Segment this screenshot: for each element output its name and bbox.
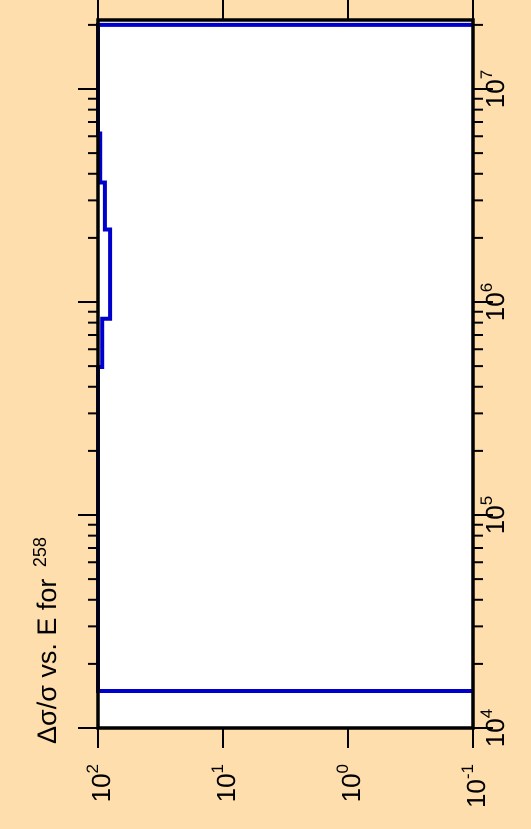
x-tick-label-base: 10 [480, 505, 510, 534]
chart-title: Δσ/σ vs. E for 258 [30, 537, 62, 744]
y-tick-label-exponent: 1 [208, 764, 227, 773]
x-tick-label-base: 10 [480, 292, 510, 321]
y-tick-label: 101 [208, 764, 241, 802]
x-tick-label-exponent: 5 [477, 496, 496, 505]
x-tick-label: 107 [477, 70, 510, 108]
x-tick-label-exponent: 6 [477, 283, 496, 292]
chart-title-superscript: 258 [30, 537, 50, 567]
plot-frame [96, 18, 475, 730]
y-tick-label-base: 10 [211, 773, 241, 802]
y-tick-label-exponent: 2 [83, 764, 102, 773]
y-tick-label-exponent: -1 [458, 764, 477, 779]
x-tick-label: 104 [477, 709, 510, 747]
y-tick-label: 10-1 [458, 764, 491, 808]
y-tick-label: 102 [83, 764, 116, 802]
x-tick-label-exponent: 7 [477, 70, 496, 79]
x-tick-label-base: 10 [480, 718, 510, 747]
y-tick-label-base: 10 [461, 779, 491, 808]
plot-area [98, 20, 473, 728]
y-tick-label: 100 [333, 764, 366, 802]
y-tick-label-base: 10 [336, 773, 366, 802]
y-tick-label-exponent: 0 [333, 764, 352, 773]
x-tick-label: 106 [477, 283, 510, 321]
y-tick-label-base: 10 [86, 773, 116, 802]
x-tick-label-exponent: 4 [477, 709, 496, 718]
chart-title-main: Δσ/σ vs. E for [32, 579, 62, 744]
x-tick-label-base: 10 [480, 79, 510, 108]
x-tick-label: 105 [477, 496, 510, 534]
